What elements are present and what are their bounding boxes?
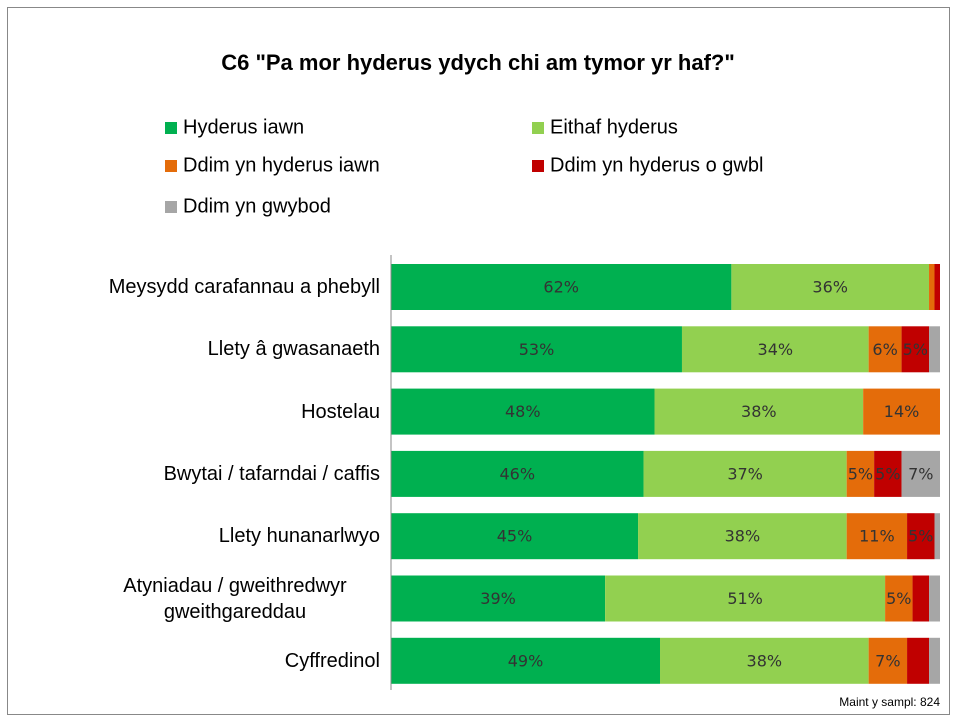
data-label: 34% [758,340,794,359]
bar-segment [391,450,644,497]
sample-note: Maint y sampl: 824 [839,695,940,709]
data-label: 39% [480,589,516,608]
data-label: 48% [505,402,541,421]
data-label: 38% [747,651,783,670]
bar-segment [391,513,639,560]
data-label: 5% [875,464,900,483]
data-label: 5% [903,340,928,359]
bar-segment [391,575,606,622]
legend-swatch [165,122,177,134]
bar-segment [929,575,940,622]
bar-segment [731,264,930,310]
bar-segment [874,450,902,497]
category-label-box: Cyffredinol [90,631,380,691]
legend-swatch [532,160,544,172]
chart-title: C6 "Pa mor hyderus ydych chi am tymor yr… [221,50,735,75]
bar-segment [901,450,940,497]
bar-segment [907,513,935,560]
data-label: 5% [886,589,911,608]
data-label: 14% [884,402,920,421]
bar-segment [846,513,908,560]
data-label: 5% [848,464,873,483]
bar-segment [934,513,940,560]
data-label: 53% [519,340,555,359]
bar-segment [863,388,940,435]
bar-segment [846,450,875,497]
bar-segment [391,388,655,435]
bar-segment [391,326,682,373]
bar-segment [907,637,930,684]
bar-segment [885,575,913,622]
bar-segment [391,637,661,684]
data-label: 51% [727,589,763,608]
bar-segment [929,326,940,373]
category-label-box: Llety hunanarlwyo [90,506,380,566]
data-label: 36% [812,278,848,297]
data-label: 38% [741,402,777,421]
data-label: 45% [497,527,533,546]
y-tick-label: Llety hunanarlwyo [218,525,380,548]
legend-label: Eithaf hyderus [550,116,678,138]
y-tick-label: Atyniadau / gweithredwyr gweithgareddau [123,574,347,623]
bar-segment [912,575,930,622]
bar-segment [681,326,869,373]
bar-segment [654,388,864,435]
y-tick-label: Bwytai / tafarndai / caffis [163,462,380,485]
y-tick-label: Meysydd carafannau a phebyll [108,276,380,298]
bar-segment [929,637,940,684]
data-label: 6% [872,340,897,359]
bar-segment [868,637,908,684]
legend-swatch [165,201,177,213]
bar-segment [934,264,940,310]
category-label-box: Bwytai / tafarndai / caffis [90,444,380,504]
category-label-box: Hostelau [90,382,380,442]
legend-swatch [165,160,177,172]
category-label-box: Atyniadau / gweithredwyr gweithgareddau [90,569,380,629]
bar-segment [660,637,869,684]
legend-swatch [532,122,544,134]
y-tick-label: Cyffredinol [284,649,380,672]
legend-label: Ddim yn gwybod [183,195,331,217]
data-label: 11% [859,527,895,546]
bar-segment [638,513,847,560]
data-label: 38% [725,527,761,546]
bar-segment [605,575,886,622]
bar-segment [643,450,847,497]
category-label-box: Meysydd carafannau a phebyll [90,257,380,317]
data-label: 5% [908,527,933,546]
legend-label: Ddim yn hyderus o gwbl [550,154,763,176]
bar-segment [868,326,902,373]
data-label: 46% [499,464,535,483]
data-label: 7% [908,464,933,483]
data-label: 49% [508,651,544,670]
category-label-box: Llety â gwasanaeth [90,319,380,379]
y-tick-label: Hostelau [301,400,380,423]
data-label: 37% [727,464,763,483]
bar-segment [901,326,930,373]
data-label: 62% [543,278,579,297]
bar-segment [391,264,732,310]
legend-label: Ddim yn hyderus iawn [183,154,380,176]
bar-segment [929,264,935,310]
y-tick-label: Llety â gwasanaeth [207,338,380,361]
data-label: 7% [875,651,900,670]
legend-label: Hyderus iawn [183,116,304,138]
